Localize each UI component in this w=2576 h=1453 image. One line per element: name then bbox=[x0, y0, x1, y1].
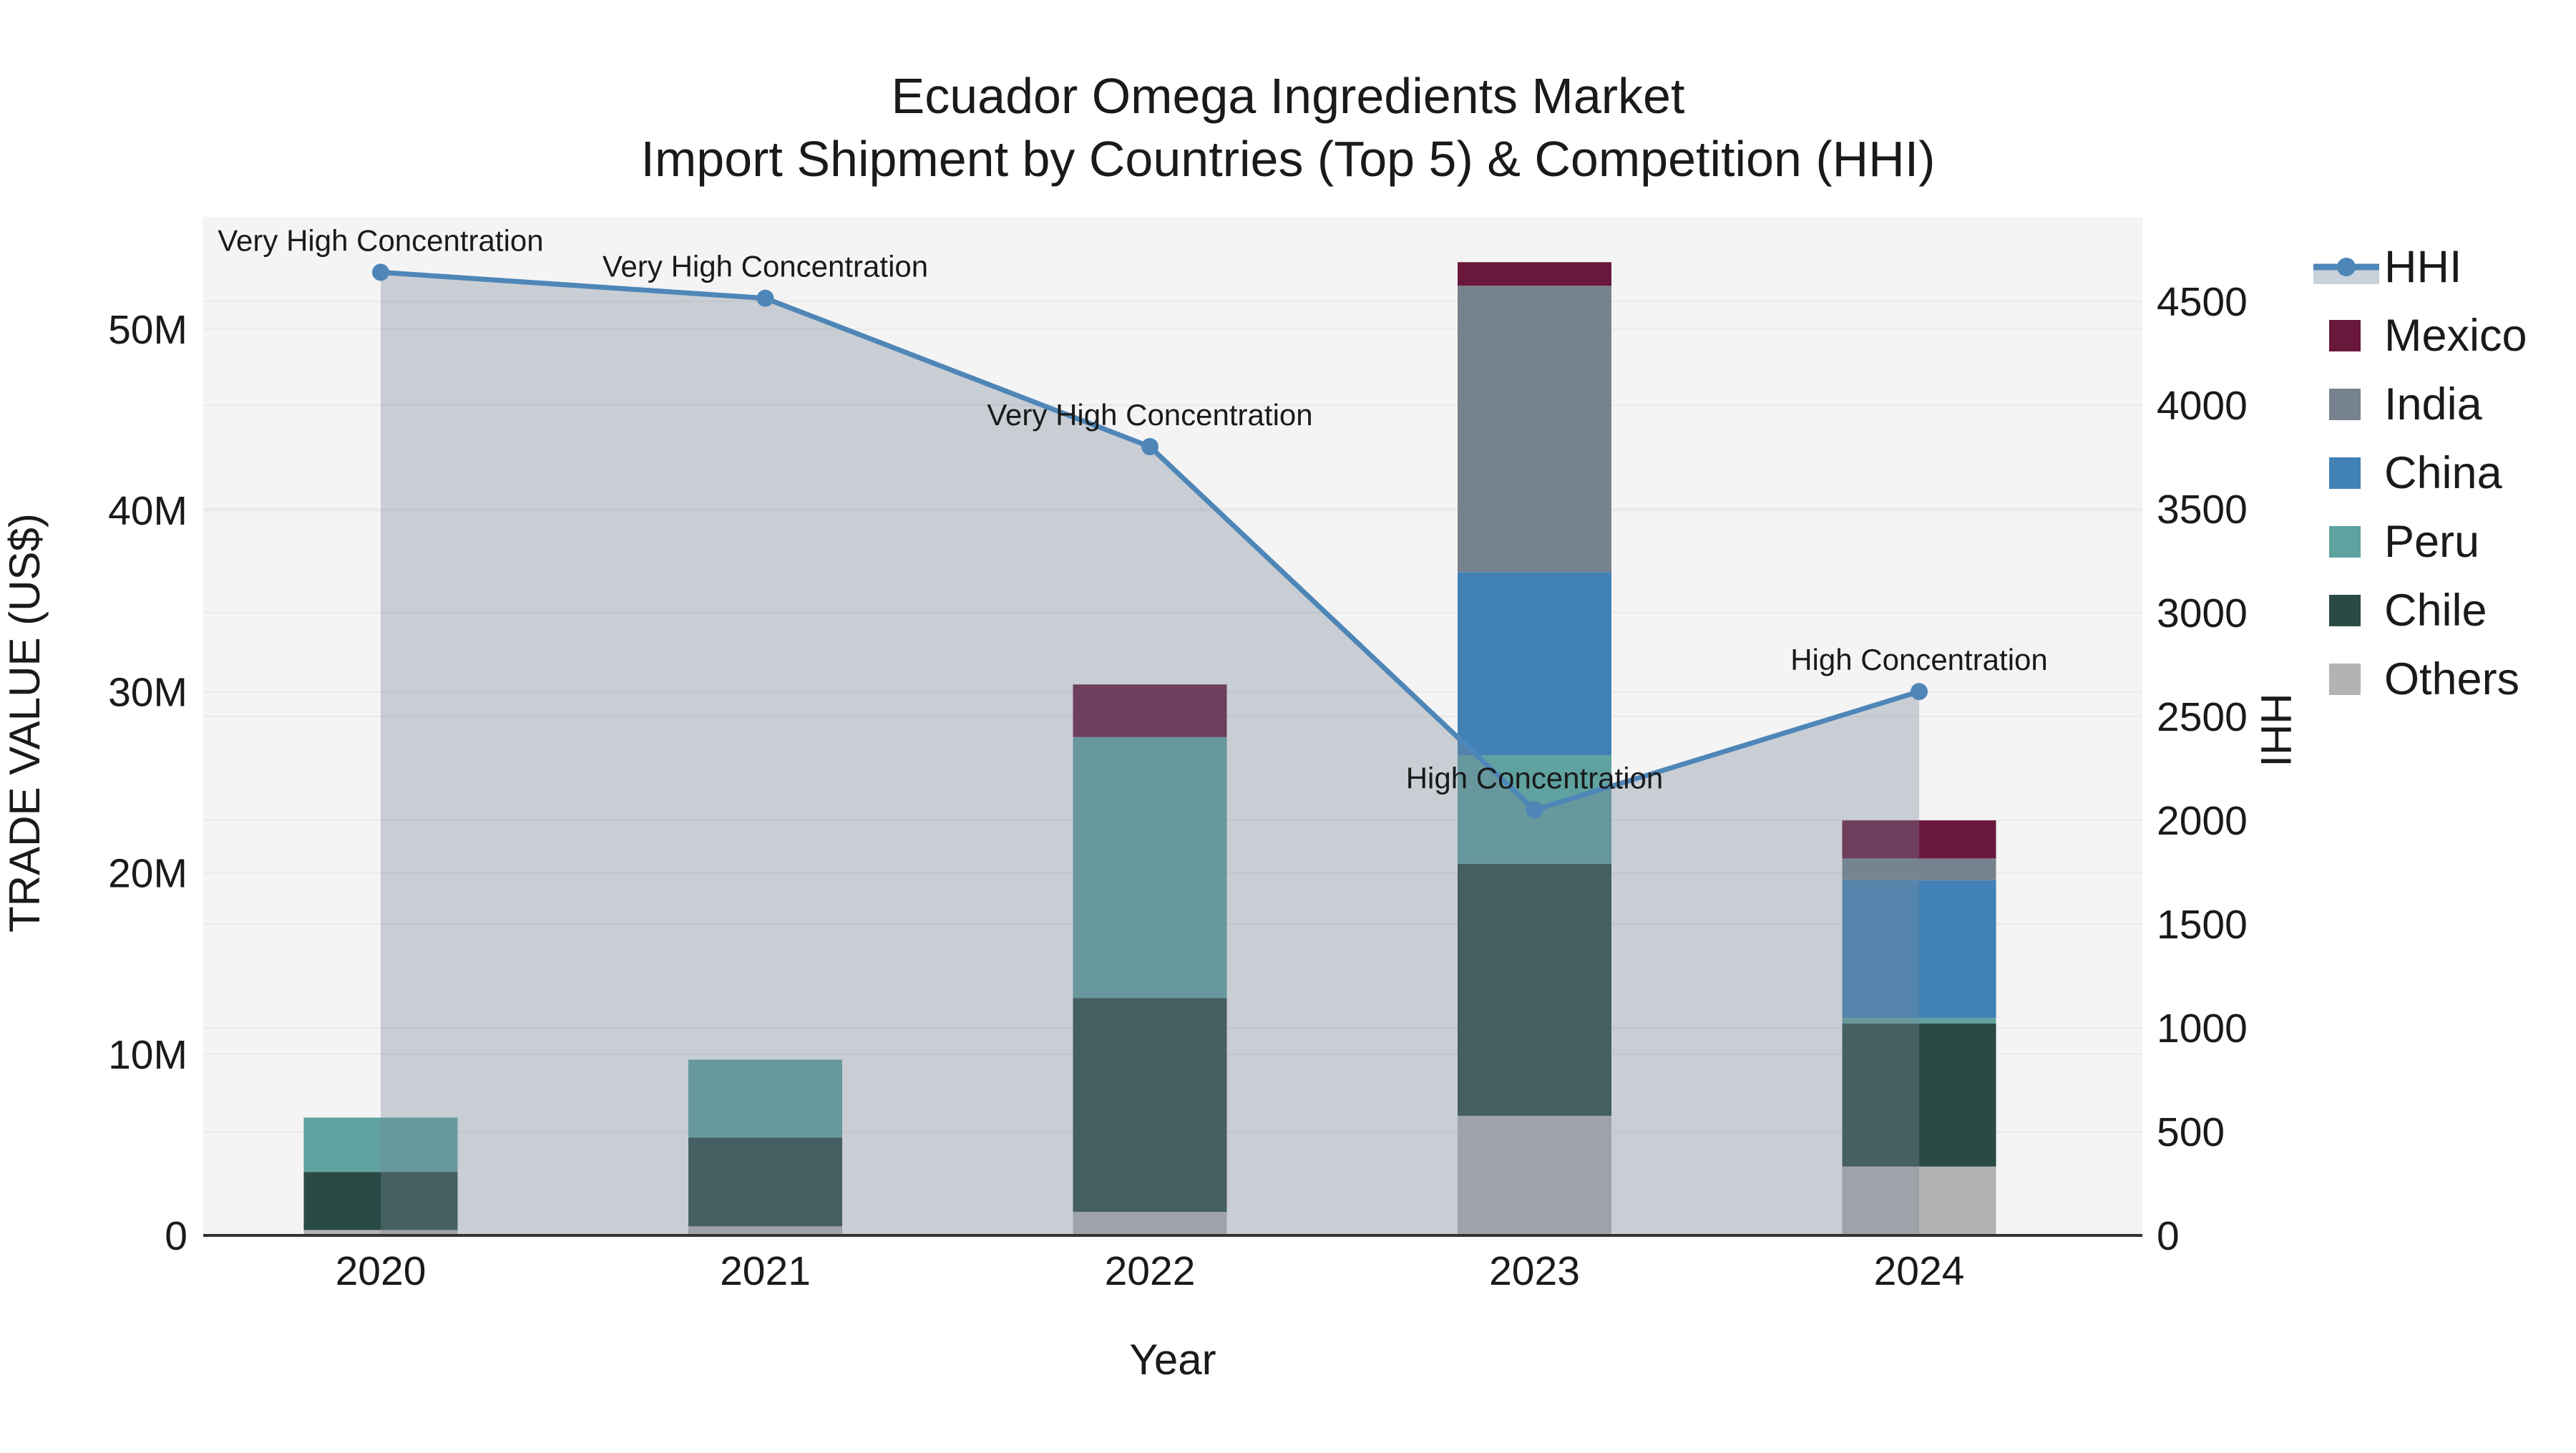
bar-segment-chile-2020 bbox=[303, 1172, 458, 1230]
x-tick-2024: 2024 bbox=[1874, 1248, 1965, 1294]
tick-label-layer: 0 10M 20M 30M 40M 50M 0 500 1000 1500 2000 2500 3000… bbox=[108, 279, 2248, 1294]
bar-segment-mexico-2023 bbox=[1458, 262, 1611, 286]
chart-title-line1: Ecuador Omega Ingredients Market bbox=[892, 68, 1685, 124]
bar-segment-others-2023 bbox=[1458, 1115, 1611, 1235]
y-left-tick-40M: 40M bbox=[108, 488, 187, 534]
bar-segment-chile-2024 bbox=[1842, 1023, 1996, 1167]
legend-hhi-marker-icon bbox=[2337, 258, 2356, 276]
hhi-marker-2022 bbox=[1141, 438, 1158, 456]
legend-label-peru: Peru bbox=[2384, 517, 2479, 567]
annotation-2023: High Concentration bbox=[1406, 762, 1664, 795]
legend: HHI Mexico India China Peru Chile Others bbox=[2313, 242, 2527, 704]
y-right-tick-4500: 4500 bbox=[2157, 279, 2248, 325]
legend-label-others: Others bbox=[2384, 654, 2519, 704]
y-right-tick-3500: 3500 bbox=[2157, 487, 2248, 533]
y-right-tick-0: 0 bbox=[2157, 1213, 2180, 1259]
legend-swatch-india bbox=[2329, 389, 2361, 420]
x-tick-2020: 2020 bbox=[336, 1248, 426, 1294]
y-left-axis-title: TRADE VALUE (US$) bbox=[1, 513, 49, 933]
x-tick-2021: 2021 bbox=[720, 1248, 811, 1294]
y-left-tick-20M: 20M bbox=[108, 851, 187, 897]
legend-label-china: China bbox=[2384, 448, 2503, 498]
bar-segment-chile-2022 bbox=[1073, 998, 1227, 1213]
hhi-marker-2023 bbox=[1526, 801, 1543, 819]
legend-swatch-others bbox=[2329, 664, 2361, 695]
hhi-marker-2021 bbox=[756, 289, 774, 307]
legend-label-chile: Chile bbox=[2384, 585, 2487, 636]
y-right-tick-4000: 4000 bbox=[2157, 383, 2248, 429]
hhi-line-layer bbox=[372, 263, 1928, 819]
annotation-2020: Very High Concentration bbox=[218, 223, 543, 257]
y-left-tick-0: 0 bbox=[165, 1213, 187, 1259]
y-right-axis-title: HHI bbox=[2252, 693, 2300, 767]
bar-segment-chile-2023 bbox=[1458, 863, 1611, 1116]
legend-item-hhi[interactable]: HHI bbox=[2313, 242, 2462, 292]
legend-swatch-peru bbox=[2329, 526, 2361, 558]
y-left-tick-30M: 30M bbox=[108, 669, 187, 715]
hhi-area-fill bbox=[381, 272, 1919, 1236]
bar-segment-china-2023 bbox=[1458, 572, 1611, 756]
x-tick-2023: 2023 bbox=[1489, 1248, 1580, 1294]
bar-segment-peru-2020 bbox=[303, 1117, 458, 1172]
bar-segment-chile-2021 bbox=[688, 1137, 842, 1227]
y-right-tick-2000: 2000 bbox=[2157, 798, 2248, 844]
bar-segment-peru-2024 bbox=[1842, 1018, 1996, 1024]
bar-segment-others-2022 bbox=[1073, 1212, 1227, 1235]
hhi-marker-2024 bbox=[1911, 683, 1928, 701]
annotation-layer: Very High Concentration Very High Concent… bbox=[218, 223, 2047, 794]
bar-segment-mexico-2022 bbox=[1073, 684, 1227, 737]
legend-swatch-china bbox=[2329, 457, 2361, 489]
x-tick-2022: 2022 bbox=[1105, 1248, 1196, 1294]
legend-label-mexico: Mexico bbox=[2384, 311, 2527, 361]
y-right-tick-500: 500 bbox=[2157, 1109, 2225, 1155]
y-right-tick-1000: 1000 bbox=[2157, 1006, 2248, 1051]
y-right-tick-2500: 2500 bbox=[2157, 694, 2248, 740]
annotation-2024: High Concentration bbox=[1790, 643, 2048, 676]
bar-segment-peru-2022 bbox=[1073, 737, 1227, 998]
legend-item-india[interactable]: India bbox=[2329, 379, 2483, 429]
bar-segment-india-2023 bbox=[1458, 286, 1611, 573]
y-left-tick-50M: 50M bbox=[108, 307, 187, 353]
bar-segment-others-2024 bbox=[1842, 1166, 1996, 1235]
bar-segment-peru-2021 bbox=[688, 1059, 842, 1138]
bar-segment-others-2020 bbox=[303, 1230, 458, 1235]
legend-label-hhi: HHI bbox=[2384, 242, 2462, 292]
y-left-tick-10M: 10M bbox=[108, 1032, 187, 1078]
bar-segment-china-2024 bbox=[1842, 880, 1996, 1019]
hhi-area-layer bbox=[381, 272, 1919, 1236]
legend-label-india: India bbox=[2384, 379, 2483, 429]
chart-title-line2: Import Shipment by Countries (Top 5) & C… bbox=[641, 131, 1936, 187]
annotation-2022: Very High Concentration bbox=[987, 398, 1312, 432]
legend-item-peru[interactable]: Peru bbox=[2329, 517, 2479, 567]
legend-swatch-mexico bbox=[2329, 320, 2361, 351]
legend-item-chile[interactable]: Chile bbox=[2329, 585, 2487, 636]
annotation-2021: Very High Concentration bbox=[602, 250, 928, 283]
legend-item-others[interactable]: Others bbox=[2329, 654, 2519, 704]
y-right-tick-1500: 1500 bbox=[2157, 902, 2248, 948]
bar-segment-india-2024 bbox=[1842, 858, 1996, 880]
bar-segment-mexico-2024 bbox=[1842, 820, 1996, 859]
x-axis-title: Year bbox=[1129, 1336, 1216, 1384]
bar-segment-others-2021 bbox=[688, 1226, 842, 1235]
legend-item-china[interactable]: China bbox=[2329, 448, 2503, 498]
legend-item-mexico[interactable]: Mexico bbox=[2329, 311, 2527, 361]
legend-swatch-chile bbox=[2329, 595, 2361, 626]
hhi-marker-2020 bbox=[372, 263, 389, 281]
y-right-tick-3000: 3000 bbox=[2157, 591, 2248, 636]
